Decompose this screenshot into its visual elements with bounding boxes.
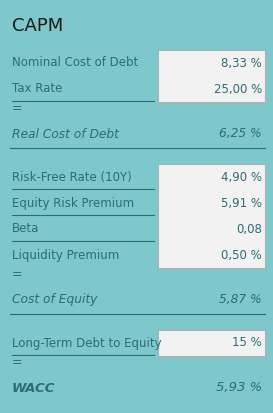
Text: Real Cost of Debt: Real Cost of Debt xyxy=(12,128,119,140)
Text: Tax Rate: Tax Rate xyxy=(12,83,62,95)
Text: 5,87 %: 5,87 % xyxy=(219,294,262,306)
Text: 8,33 %: 8,33 % xyxy=(221,57,262,69)
Text: =: = xyxy=(12,102,23,115)
FancyBboxPatch shape xyxy=(158,330,265,356)
Text: 5,93 %: 5,93 % xyxy=(219,382,262,394)
Text: 6,25 %: 6,25 % xyxy=(219,128,262,140)
Text: =: = xyxy=(12,356,23,369)
FancyBboxPatch shape xyxy=(158,164,265,268)
Text: WACC: WACC xyxy=(12,382,55,394)
Text: Liquidity Premium: Liquidity Premium xyxy=(12,249,119,261)
Text: 0,08: 0,08 xyxy=(236,223,262,235)
Text: Equity Risk Premium: Equity Risk Premium xyxy=(12,197,134,209)
Text: Nominal Cost of Debt: Nominal Cost of Debt xyxy=(12,57,138,69)
Text: 5,91 %: 5,91 % xyxy=(221,197,262,209)
FancyBboxPatch shape xyxy=(158,50,265,102)
Text: =: = xyxy=(12,268,23,281)
Text: Long-Term Debt to Equity: Long-Term Debt to Equity xyxy=(12,337,162,349)
Text: 0,50 %: 0,50 % xyxy=(221,249,262,261)
Text: 15 %: 15 % xyxy=(232,337,262,349)
Text: WACC: WACC xyxy=(12,382,49,394)
Text: 5,93 %: 5,93 % xyxy=(216,382,262,394)
Text: CAPM: CAPM xyxy=(12,17,63,35)
Text: Risk-Free Rate (10Y): Risk-Free Rate (10Y) xyxy=(12,171,132,183)
Text: 4,90 %: 4,90 % xyxy=(221,171,262,183)
Text: Beta: Beta xyxy=(12,223,39,235)
Text: 25,00 %: 25,00 % xyxy=(214,83,262,95)
Text: Cost of Equity: Cost of Equity xyxy=(12,294,97,306)
